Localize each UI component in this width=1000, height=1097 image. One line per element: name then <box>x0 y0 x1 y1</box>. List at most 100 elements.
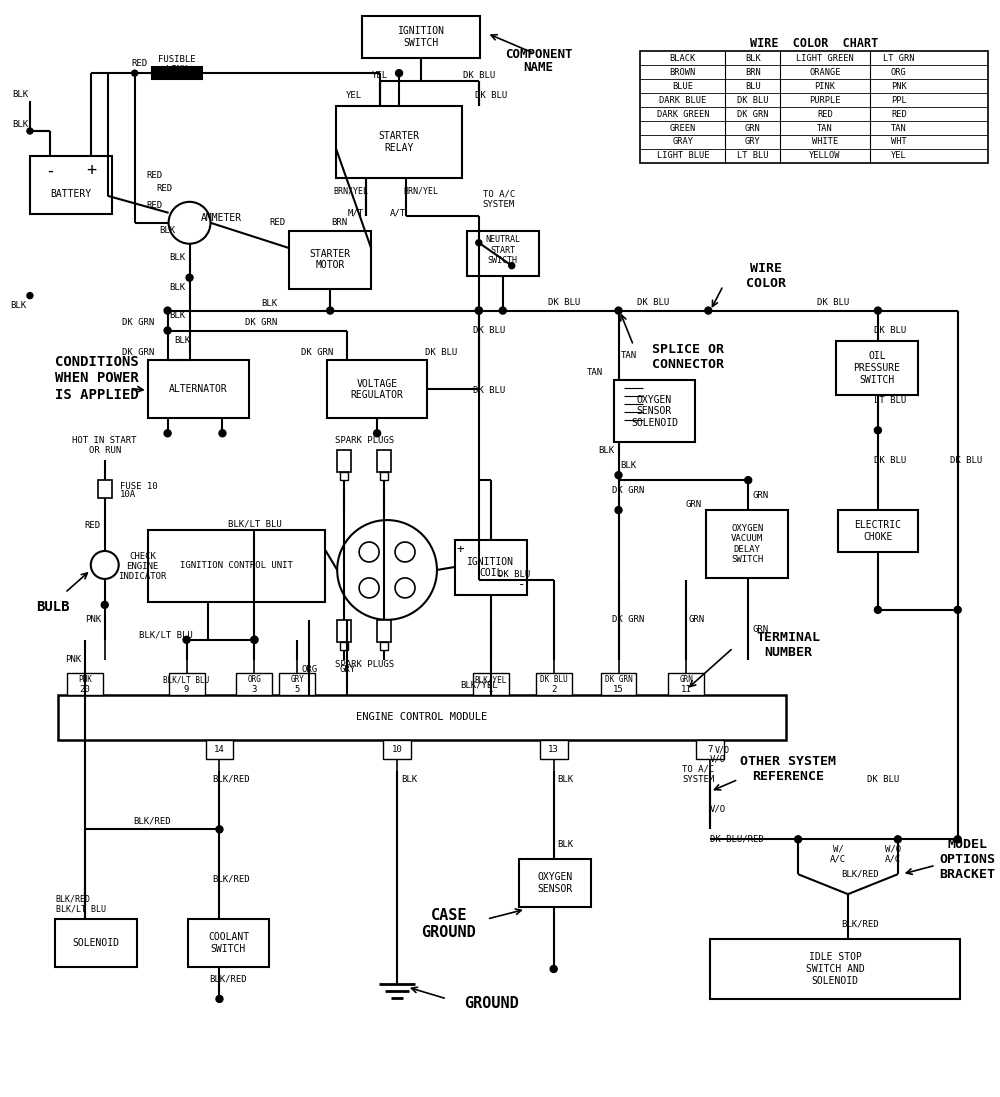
Text: OXYGEN
SENSOR
SOLENOID: OXYGEN SENSOR SOLENOID <box>631 395 678 428</box>
Circle shape <box>101 601 108 609</box>
Text: DK BLU: DK BLU <box>548 298 580 307</box>
Text: DK BLU: DK BLU <box>817 298 849 307</box>
Text: BLK: BLK <box>160 226 176 235</box>
Text: 9: 9 <box>184 686 189 694</box>
Text: DK BLU: DK BLU <box>425 348 457 357</box>
Text: RED: RED <box>132 58 148 68</box>
Bar <box>337 450 351 472</box>
Text: GRY: GRY <box>339 665 355 675</box>
Text: TAN: TAN <box>620 351 637 360</box>
Text: W/
A/C: W/ A/C <box>830 845 846 864</box>
Text: NEUTRAL
START
SWICTH: NEUTRAL START SWICTH <box>485 236 520 265</box>
Text: BULB: BULB <box>36 600 70 614</box>
Text: BLK: BLK <box>558 774 574 784</box>
Text: ENGINE CONTROL MODULE: ENGINE CONTROL MODULE <box>356 712 488 722</box>
Text: RED: RED <box>817 110 833 118</box>
Bar <box>206 739 233 759</box>
Text: -: - <box>518 578 525 591</box>
Text: RED: RED <box>891 110 907 118</box>
Text: ORG: ORG <box>301 665 317 675</box>
Text: RED: RED <box>157 184 173 193</box>
Text: RED: RED <box>85 521 101 530</box>
Text: V/O: V/O <box>715 745 730 754</box>
Circle shape <box>164 327 171 333</box>
Text: IDLE STOP
SWITCH AND
SOLENOID: IDLE STOP SWITCH AND SOLENOID <box>806 952 864 985</box>
Text: BATTERY: BATTERY <box>50 189 91 199</box>
Text: YEL: YEL <box>346 91 362 100</box>
Text: BLK: BLK <box>170 283 186 292</box>
Bar <box>455 540 527 595</box>
Text: OTHER SYSTEM
REFERENCE: OTHER SYSTEM REFERENCE <box>740 756 836 783</box>
Bar <box>30 156 112 214</box>
Circle shape <box>954 836 961 842</box>
Text: LINK: LINK <box>166 65 187 73</box>
Text: DK BLU: DK BLU <box>473 386 505 395</box>
Text: DK GRN: DK GRN <box>605 675 632 685</box>
Bar <box>467 230 539 275</box>
Text: PNK: PNK <box>85 615 101 624</box>
Text: ORG: ORG <box>247 675 261 685</box>
Text: BLK: BLK <box>598 445 615 455</box>
Text: BLUE: BLUE <box>672 81 693 91</box>
Text: DK GRN: DK GRN <box>612 615 645 624</box>
Text: 13: 13 <box>548 745 559 754</box>
Text: PNK: PNK <box>65 655 81 664</box>
Text: PNK: PNK <box>78 675 92 685</box>
Text: DK BLU: DK BLU <box>475 91 507 100</box>
Text: PPL: PPL <box>891 95 907 104</box>
Text: PNK: PNK <box>891 81 907 91</box>
Circle shape <box>251 636 258 643</box>
Text: BLK/LT BLU: BLK/LT BLU <box>139 631 193 640</box>
Text: DK GRN: DK GRN <box>737 110 768 118</box>
Text: COMPONENT: COMPONENT <box>505 47 572 60</box>
Text: BLK: BLK <box>170 253 186 262</box>
Text: NAME: NAME <box>524 60 554 73</box>
Bar <box>710 939 960 999</box>
Text: BLK/LT BLU: BLK/LT BLU <box>56 905 106 914</box>
Text: 1: 1 <box>488 686 494 694</box>
Text: GREEN: GREEN <box>670 124 696 133</box>
Bar <box>236 672 272 694</box>
Text: BLK/YEL: BLK/YEL <box>475 675 507 685</box>
Text: INDICATOR: INDICATOR <box>118 573 167 581</box>
Text: RED: RED <box>147 171 163 180</box>
Text: VOLTAGE
REGULATOR: VOLTAGE REGULATOR <box>351 378 404 400</box>
Text: LIGHT GREEN: LIGHT GREEN <box>796 54 854 63</box>
Text: CASE
GROUND: CASE GROUND <box>422 908 476 940</box>
Text: CONDITIONS
WHEN POWER
IS APPLIED: CONDITIONS WHEN POWER IS APPLIED <box>55 355 139 402</box>
Bar <box>640 52 988 163</box>
Text: BLK: BLK <box>401 774 417 784</box>
Text: BLK: BLK <box>745 54 761 63</box>
Text: BLK: BLK <box>558 840 574 849</box>
Bar <box>377 450 391 472</box>
Text: GRN: GRN <box>745 124 761 133</box>
Text: BLK/RED: BLK/RED <box>56 895 91 904</box>
Circle shape <box>251 636 258 643</box>
Text: DK GRN: DK GRN <box>122 318 154 327</box>
Text: V/O: V/O <box>710 805 726 814</box>
Bar <box>340 472 348 480</box>
Text: DK BLU: DK BLU <box>540 675 568 685</box>
Text: DK BLU: DK BLU <box>463 70 495 80</box>
Circle shape <box>27 293 33 298</box>
Text: TO A/C
SYSTEM: TO A/C SYSTEM <box>483 189 515 208</box>
Text: GRY: GRY <box>745 137 761 147</box>
Text: GRN: GRN <box>685 499 701 509</box>
Circle shape <box>132 70 138 76</box>
Text: DK BLU: DK BLU <box>498 570 530 579</box>
Text: MODEL
OPTIONS
BRACKET: MODEL OPTIONS BRACKET <box>940 838 996 881</box>
Text: DK GRN: DK GRN <box>245 318 277 327</box>
Text: AMMETER: AMMETER <box>201 213 242 223</box>
Circle shape <box>550 965 557 972</box>
Text: 5: 5 <box>295 686 300 694</box>
Circle shape <box>745 477 752 484</box>
Text: DK GRN: DK GRN <box>301 348 333 357</box>
Text: 2: 2 <box>551 686 556 694</box>
Bar <box>148 361 249 418</box>
Text: TERMINAL
NUMBER: TERMINAL NUMBER <box>756 631 820 659</box>
Bar <box>377 620 391 642</box>
Bar <box>540 739 568 759</box>
Text: DARK BLUE: DARK BLUE <box>659 95 706 104</box>
Text: TAN: TAN <box>891 124 907 133</box>
Text: BLK: BLK <box>10 301 26 310</box>
